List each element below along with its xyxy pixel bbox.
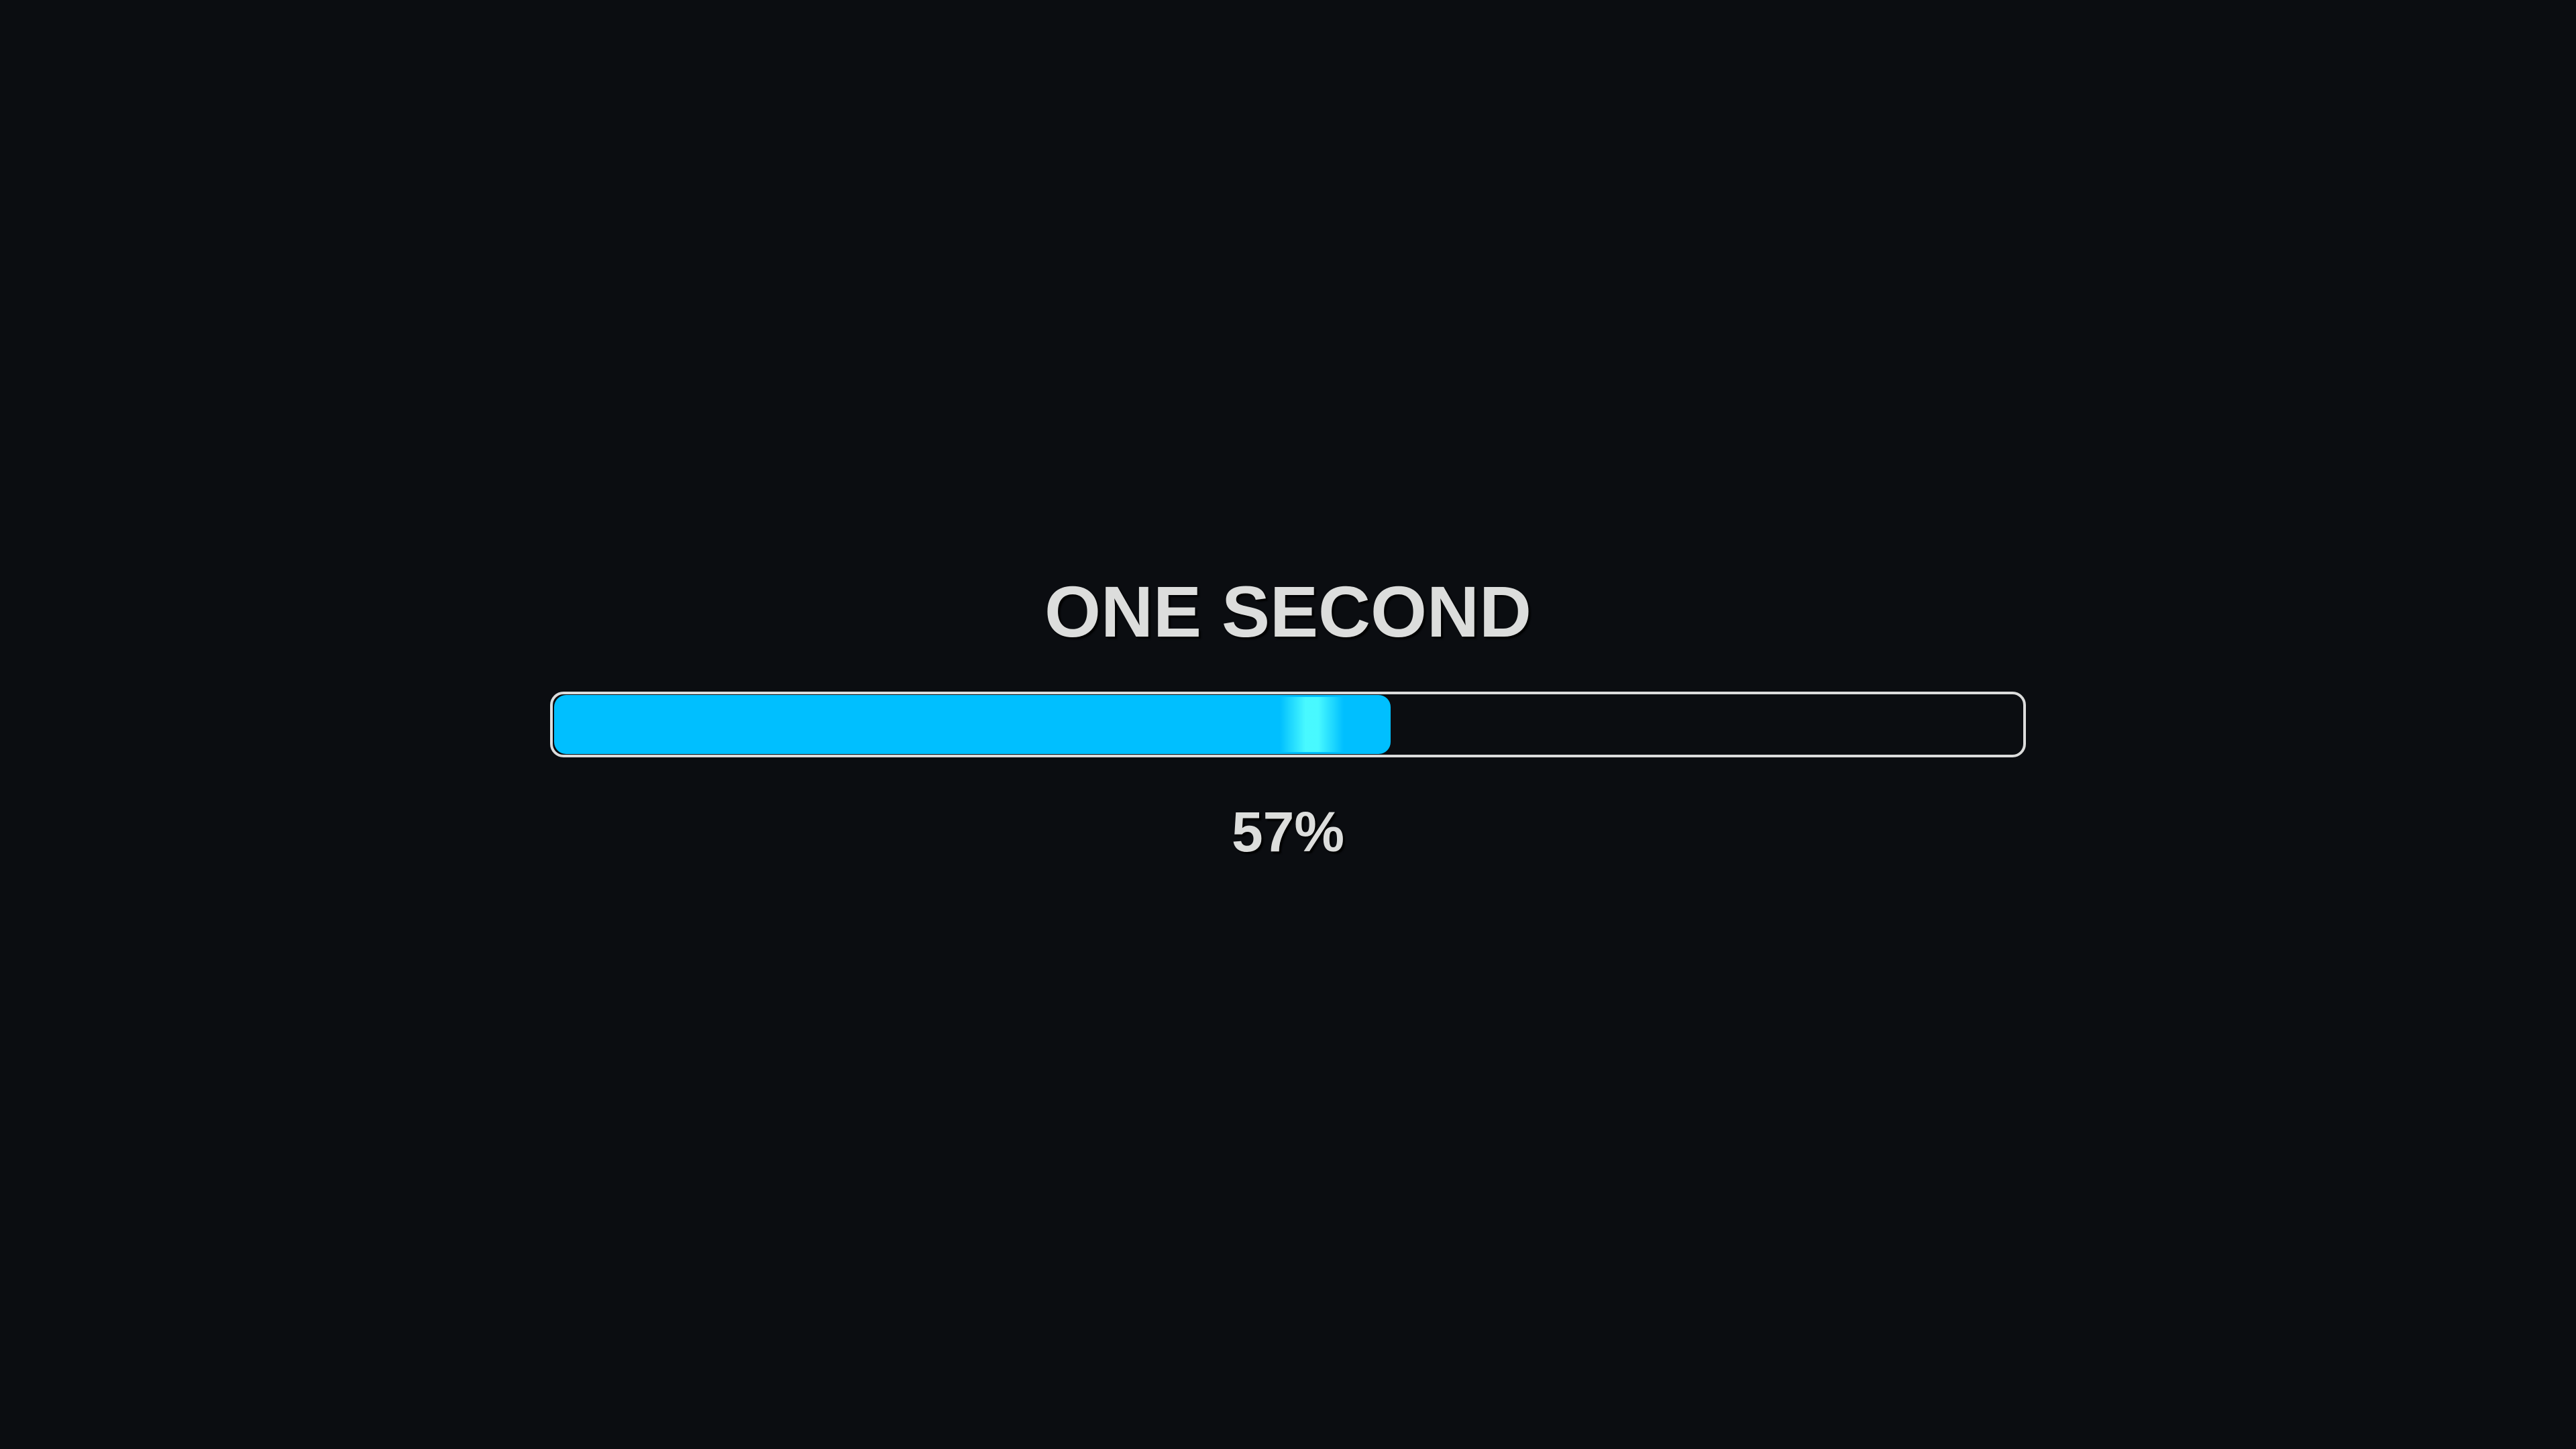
progress-percent-label: 57% — [1231, 800, 1345, 863]
loading-title: ONE SECOND — [1044, 571, 1532, 652]
progress-fill — [554, 695, 1391, 754]
progress-bar — [550, 692, 2026, 757]
progress-shine — [1280, 697, 1344, 752]
